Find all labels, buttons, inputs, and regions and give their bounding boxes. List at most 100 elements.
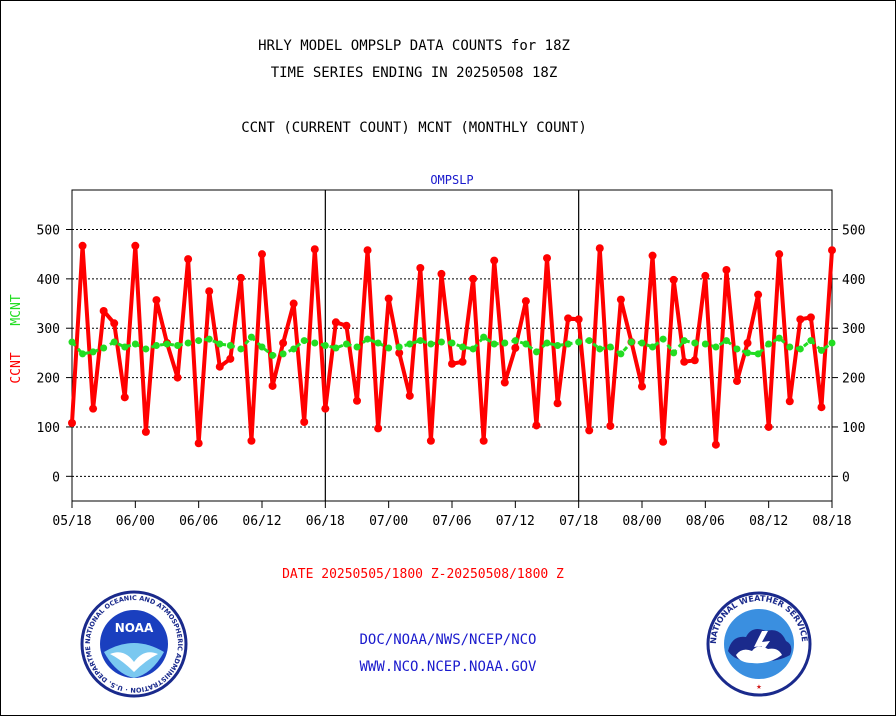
x-tick-label: 06/06	[179, 514, 218, 529]
data-point-ccnt	[521, 297, 530, 306]
data-point-mcnt	[163, 340, 171, 348]
nws-logo: NATIONAL WEATHER SERVICE ★	[706, 591, 812, 697]
data-point-mcnt	[110, 338, 118, 346]
y-tick-label-left: 500	[37, 223, 60, 238]
data-point-mcnt	[448, 339, 456, 347]
data-point-mcnt	[691, 339, 699, 347]
plot-title: OMPSLP	[430, 173, 473, 187]
data-point-ccnt	[616, 295, 625, 304]
data-point-ccnt	[532, 421, 541, 430]
data-point-ccnt	[173, 373, 182, 382]
data-point-mcnt	[205, 335, 213, 343]
data-point-mcnt	[659, 335, 667, 343]
data-point-mcnt	[342, 340, 350, 348]
data-point-ccnt	[353, 396, 361, 405]
data-point-mcnt	[680, 337, 688, 345]
data-point-ccnt	[310, 245, 319, 254]
data-point-mcnt	[638, 339, 646, 347]
data-point-mcnt	[121, 343, 129, 351]
chart-title-line-3: CCNT (CURRENT COUNT) MCNT (MONTHLY COUNT…	[241, 120, 587, 136]
data-point-ccnt	[638, 382, 646, 391]
data-point-mcnt	[195, 337, 203, 345]
x-tick-label: 08/18	[812, 514, 851, 529]
data-point-mcnt	[353, 343, 361, 351]
data-point-ccnt	[258, 250, 266, 259]
data-point-mcnt	[617, 350, 625, 358]
data-point-ccnt	[300, 418, 309, 427]
data-point-mcnt	[437, 338, 445, 346]
data-point-ccnt	[585, 426, 594, 435]
data-point-ccnt	[120, 393, 129, 402]
data-point-mcnt	[754, 350, 762, 358]
data-point-ccnt	[690, 356, 699, 365]
y-tick-label-right: 200	[842, 372, 865, 387]
data-point-mcnt	[68, 338, 76, 346]
data-point-ccnt	[331, 318, 340, 327]
data-point-ccnt	[384, 294, 393, 303]
data-point-mcnt	[89, 348, 97, 356]
data-point-mcnt	[532, 348, 540, 356]
data-point-ccnt	[669, 275, 678, 284]
data-point-ccnt	[342, 321, 351, 330]
data-point-ccnt	[68, 419, 76, 428]
data-point-ccnt	[595, 244, 604, 253]
x-tick-label: 06/18	[306, 514, 345, 529]
x-tick-label: 07/18	[559, 514, 598, 529]
data-point-mcnt	[575, 338, 583, 346]
x-tick-label: 08/00	[622, 514, 661, 529]
data-point-ccnt	[659, 437, 668, 446]
data-point-mcnt	[237, 345, 245, 353]
data-point-mcnt	[279, 350, 287, 358]
data-point-mcnt	[469, 345, 477, 353]
data-point-ccnt	[268, 381, 277, 390]
data-point-ccnt	[226, 354, 235, 363]
data-point-mcnt	[511, 337, 519, 345]
data-point-ccnt	[236, 273, 245, 282]
data-point-mcnt	[712, 343, 720, 351]
data-point-mcnt	[786, 343, 794, 351]
data-point-ccnt	[564, 314, 573, 323]
data-point-mcnt	[269, 351, 277, 359]
data-point-ccnt	[743, 339, 752, 348]
data-point-mcnt	[522, 340, 530, 348]
data-point-ccnt	[606, 421, 615, 430]
data-point-ccnt	[828, 246, 836, 255]
data-point-ccnt	[806, 313, 815, 322]
data-point-ccnt	[448, 359, 456, 368]
data-point-ccnt	[733, 377, 741, 386]
ylabel-ccnt: CCNT	[9, 352, 24, 383]
data-point-ccnt	[99, 306, 108, 315]
data-point-mcnt	[385, 344, 393, 352]
data-point-ccnt	[553, 399, 562, 408]
data-point-ccnt	[574, 315, 583, 324]
data-point-ccnt	[405, 391, 414, 400]
data-point-ccnt	[131, 241, 140, 250]
data-point-mcnt	[226, 342, 234, 349]
data-point-mcnt	[817, 346, 825, 354]
data-point-mcnt	[416, 337, 424, 345]
y-tick-label-left: 400	[37, 273, 60, 288]
y-tick-label-right: 100	[842, 421, 865, 436]
data-point-ccnt	[785, 397, 794, 406]
data-point-ccnt	[416, 263, 425, 272]
data-point-ccnt	[722, 265, 731, 274]
data-point-mcnt	[364, 335, 372, 343]
data-point-mcnt	[627, 338, 635, 346]
data-point-mcnt	[828, 339, 836, 347]
data-point-mcnt	[585, 337, 593, 345]
data-point-ccnt	[395, 348, 404, 357]
data-point-ccnt	[764, 422, 773, 431]
noaa-logo-text: NOAA	[115, 621, 154, 635]
footer-url[interactable]: WWW.NCO.NCEP.NOAA.GOV	[359, 659, 537, 675]
svg-text:★: ★	[756, 682, 762, 692]
data-point-mcnt	[543, 339, 551, 347]
data-point-ccnt	[648, 251, 657, 260]
y-tick-label-left: 0	[52, 470, 60, 485]
footer-org: DOC/NOAA/NWS/NCEP/NCO	[359, 632, 537, 648]
data-point-ccnt	[184, 255, 193, 264]
data-point-ccnt	[680, 357, 689, 366]
data-point-mcnt	[290, 345, 298, 353]
data-point-mcnt	[701, 340, 709, 348]
data-point-ccnt	[194, 439, 203, 448]
data-point-ccnt	[817, 403, 826, 412]
